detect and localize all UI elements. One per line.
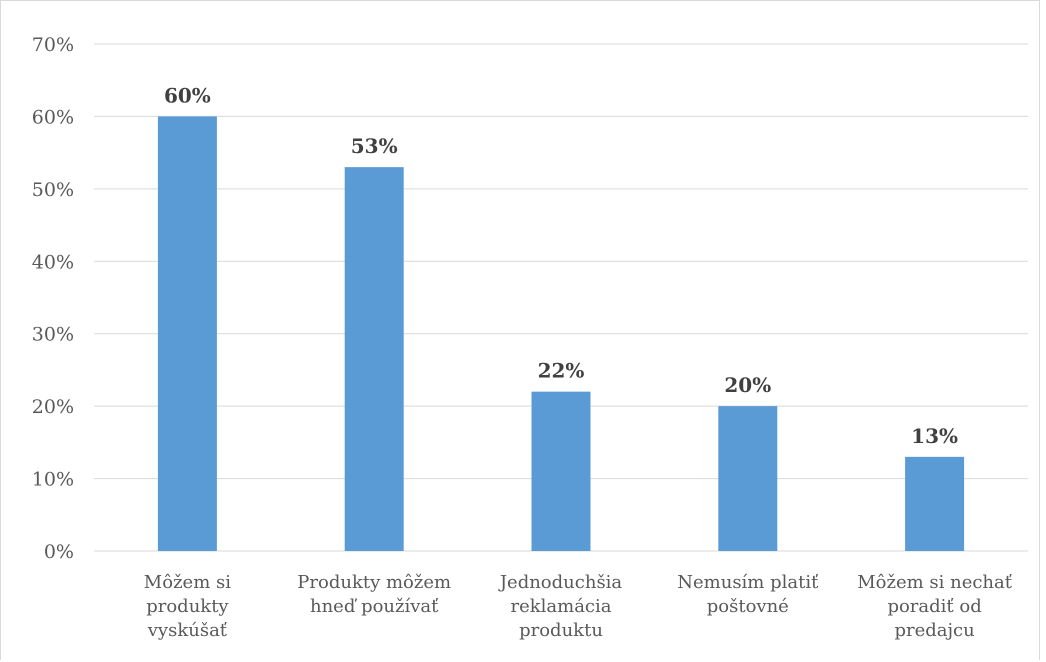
data-label: 60% [164,83,211,107]
category-label: produkty [146,596,229,617]
y-tick-label: 20% [32,396,74,418]
bar [157,116,217,551]
y-tick-label: 70% [32,34,74,56]
data-label: 53% [351,134,398,158]
data-label: 22% [538,359,585,383]
data-label: 13% [911,424,958,448]
bar [344,167,404,551]
y-tick-label: 0% [44,541,74,563]
category-label: Môžem si nechať [857,572,1013,593]
y-tick-label: 30% [32,324,74,346]
data-label: 20% [724,373,771,397]
category-label: Môžem si [144,572,231,593]
category-label: poštovné [707,596,789,617]
category-label: poradiť od [887,596,981,617]
y-tick-label: 60% [32,106,74,128]
category-label: hneď používať [310,596,439,617]
y-tick-label: 40% [32,251,74,273]
category-label: vyskúšať [147,620,228,641]
category-label: Jednoduchšia [498,572,623,593]
category-label: produktu [519,620,603,641]
bar [905,456,965,551]
bar [718,406,778,551]
category-label: reklamácia [510,596,611,617]
y-tick-label: 50% [32,179,74,201]
y-tick-label: 10% [32,469,74,491]
category-label: predajcu [894,620,974,641]
category-label: Nemusím platiť [677,572,819,593]
category-label: Produkty môžem [297,572,451,593]
bar [531,391,591,551]
